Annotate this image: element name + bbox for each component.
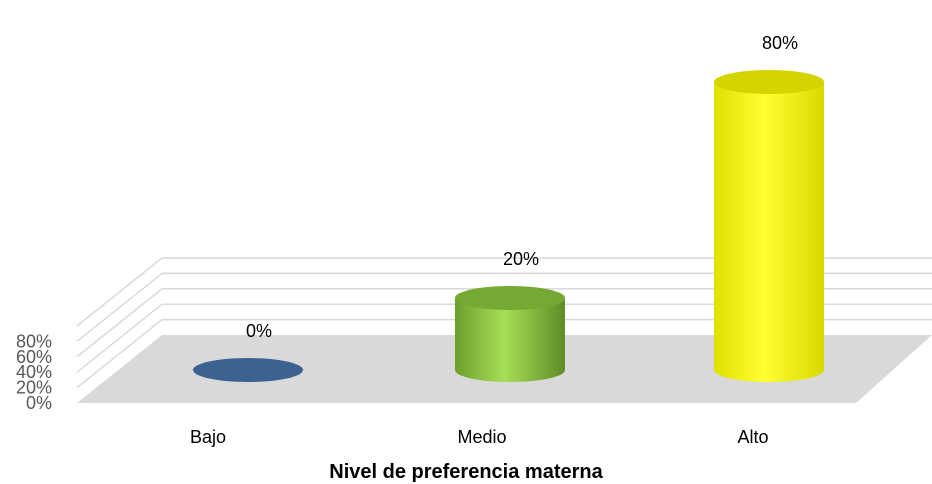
x-axis-title: Nivel de preferencia materna [329,461,603,483]
x-category-label: Bajo [190,427,226,447]
data-label: 80% [762,33,798,53]
bar-body [455,298,565,382]
x-category-label: Medio [457,427,506,447]
data-labels: 0% 20% 80% [246,33,798,341]
y-axis-ticks: 0%20%40%60%80% [16,331,52,413]
bars [193,70,824,382]
x-axis-categories: Bajo Medio Alto [190,427,769,447]
bar-body [714,82,824,382]
y-tick-label: 40% [16,362,52,382]
bar-top [455,286,565,310]
bar-flat [193,358,303,382]
y-tick-label: 60% [16,347,52,367]
y-tick-label: 80% [16,331,52,351]
bar-bajo [193,358,303,382]
x-category-label: Alto [737,427,768,447]
data-label: 20% [503,249,539,269]
y-tick-label: 0% [26,393,52,413]
bar-alto [714,70,824,382]
bar-medio [455,286,565,382]
y-tick-label: 20% [16,378,52,398]
data-label: 0% [246,321,272,341]
bar-top [714,70,824,94]
